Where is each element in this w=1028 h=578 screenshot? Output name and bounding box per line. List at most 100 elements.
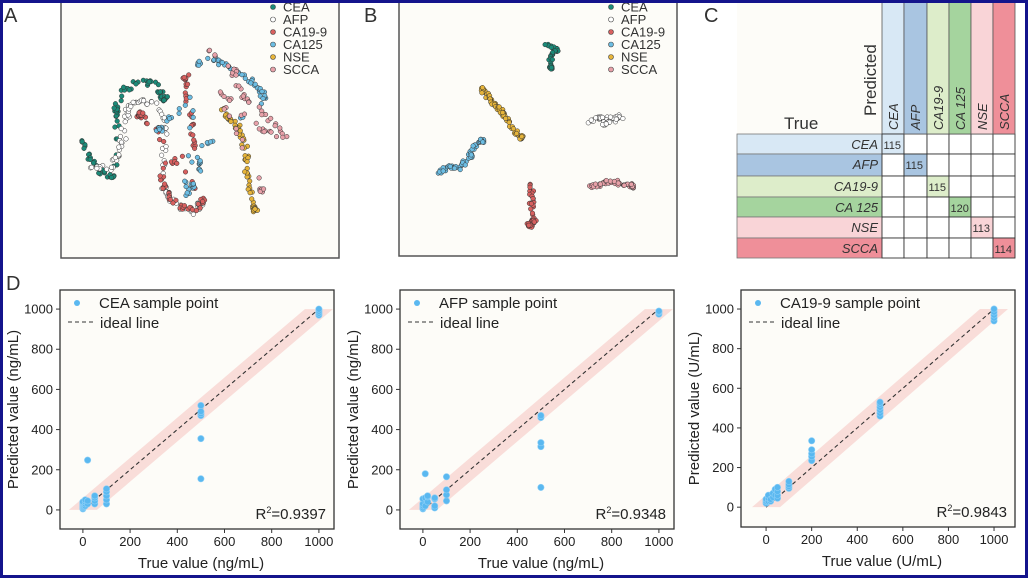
y-axis-label: Predicted value (ng/mL) [345,330,362,489]
data-point-scca [246,99,252,105]
data-point-ca125 [176,106,182,112]
data-point-afp [607,114,614,120]
data-point-ca125 [468,152,474,158]
y-tick-label: 400 [31,422,53,437]
sample-point [197,401,205,409]
data-point-cea [79,139,85,145]
matrix-cell [970,133,994,155]
data-point-ca19-9 [157,137,163,143]
data-point-afp [123,136,129,142]
data-point-ca125 [248,80,254,86]
data-point-ca19-9 [157,173,163,179]
data-point-scca [239,137,245,143]
legend-marker-nse [608,54,614,60]
data-point-scca [273,134,280,140]
data-point-scca [217,89,223,95]
r-squared-superscript: 2 [606,505,611,515]
sample-point [431,502,439,510]
data-point-afp [117,133,124,139]
regression-plot-cea: 0 200 400 600 800 1000 0 200 400 600 800 1000 True v… [5,289,335,572]
data-point-afp [149,99,155,105]
data-point-scca [212,52,218,58]
data-point-ca19-9 [531,219,537,225]
data-point-ca19-9 [140,110,146,116]
row-header-label: NSE [851,220,878,235]
data-point-ca19-9 [529,210,536,216]
legend-label-nse: NSE [621,50,648,65]
sample-point [808,437,816,445]
sample-point [442,497,450,505]
confusion-matrix: True Predicted CEA CEA 115 AFP AFP 115 CA19-9 CA1… [736,3,1016,259]
sample-point [773,483,781,491]
row-header-label: CEA [851,137,878,152]
sample-point [537,439,545,447]
legend-label-ideal-line: ideal line [100,315,159,332]
sample-point [84,497,92,505]
sample-point [442,473,450,481]
data-point-ca19-9 [181,74,187,80]
row-header-label: SCCA [842,241,878,256]
matrix-cell [948,153,972,177]
data-point-afp [613,116,619,122]
ideal-line [765,308,995,508]
matrix-cell [881,153,905,177]
data-point-scca [221,106,227,112]
x-tick-label: 600 [214,534,236,549]
data-point-ca125 [196,58,202,64]
data-point-afp [159,111,165,117]
data-point-ca125 [219,59,225,66]
data-point-scca [233,126,239,132]
sample-point [197,435,205,443]
plot-area [398,3,678,257]
data-point-ca19-9 [170,200,176,206]
matrix-cell [970,196,994,218]
data-point-afp [112,155,118,161]
data-point-ca125 [189,159,195,165]
data-point-nse [247,178,253,184]
matrix-cell [992,133,1016,155]
legend-label-cea: CEA [283,3,310,15]
legend-label-sample-point: CA19-9 sample point [780,295,921,312]
legend-label-afp: AFP [283,12,308,27]
data-point-scca [207,47,213,53]
r-squared-annotation: R2=0.9397 [256,505,327,523]
r-squared-superscript: 2 [266,505,271,515]
sample-point [102,485,110,493]
data-point-nse [500,110,506,116]
data-point-afp [89,164,95,170]
y-tick-label: 200 [371,462,393,477]
matrix-cell [881,196,905,218]
data-point-ca125 [462,162,468,168]
column-header-label: CA 125 [953,86,968,130]
matrix-cell [903,133,928,155]
matrix-cell [992,237,1016,259]
data-point-cea [112,101,118,107]
legend-label-scca: SCCA [283,62,319,77]
data-point-nse [247,190,253,196]
data-point-ca125 [239,72,245,78]
matrix-cell [881,175,905,198]
regression-plot-afp: 0 200 400 600 800 1000 0 200 400 600 800 1000 True v… [345,289,675,572]
legend-marker-scca [270,66,276,73]
data-point-nse [514,130,520,136]
data-point-scca [241,111,248,117]
column-header-label: SCCA [997,94,1012,130]
data-point-afp [128,103,134,110]
y-tick-label: 1000 [24,302,53,317]
data-point-ca125 [185,153,191,159]
matrix-cell [970,153,994,177]
matrix-cell [903,237,928,259]
x-axis-label: True value (ng/mL) [138,555,264,572]
y-tick-label: 0 [386,502,393,517]
legend-marker-scca [608,66,614,73]
data-point-ca19-9 [181,203,188,209]
data-point-ca125 [183,184,189,190]
data-point-afp [118,139,125,145]
legend-marker-ca125 [608,41,614,48]
data-point-ca125 [457,167,463,173]
column-header-label: CEA [886,103,901,130]
r-squared-value: =0.9843 [952,504,1007,521]
data-point-ca19-9 [160,185,166,191]
data-point-ca125 [197,158,203,164]
data-point-nse [228,119,234,125]
